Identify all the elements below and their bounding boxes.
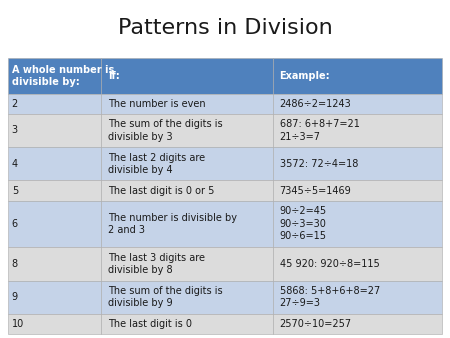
Text: 45 920: 920÷8=115: 45 920: 920÷8=115 bbox=[279, 259, 379, 269]
Text: 4: 4 bbox=[12, 159, 18, 169]
Text: The sum of the digits is
divisible by 3: The sum of the digits is divisible by 3 bbox=[108, 119, 223, 142]
Text: 2570÷10=257: 2570÷10=257 bbox=[279, 319, 351, 329]
Text: The last 3 digits are
divisible by 8: The last 3 digits are divisible by 8 bbox=[108, 252, 205, 275]
Bar bbox=[8, 94, 101, 114]
Text: 7345÷5=1469: 7345÷5=1469 bbox=[279, 186, 351, 196]
Text: A whole number is
divisible by:: A whole number is divisible by: bbox=[12, 65, 114, 87]
Text: 2486÷2=1243: 2486÷2=1243 bbox=[279, 99, 351, 109]
Text: 5: 5 bbox=[12, 186, 18, 196]
Bar bbox=[101, 247, 273, 281]
Text: The sum of the digits is
divisible by 9: The sum of the digits is divisible by 9 bbox=[108, 286, 223, 308]
Bar bbox=[8, 314, 101, 334]
Bar bbox=[101, 58, 273, 94]
Bar bbox=[273, 247, 442, 281]
Bar bbox=[8, 147, 101, 180]
Text: 90÷2=45
90÷3=30
90÷6=15: 90÷2=45 90÷3=30 90÷6=15 bbox=[279, 207, 327, 241]
Bar bbox=[8, 247, 101, 281]
Text: The last digit is 0: The last digit is 0 bbox=[108, 319, 192, 329]
Bar bbox=[8, 281, 101, 314]
Bar bbox=[273, 58, 442, 94]
Text: 5868: 5+8+6+8=27
27÷9=3: 5868: 5+8+6+8=27 27÷9=3 bbox=[279, 286, 380, 308]
Text: Example:: Example: bbox=[279, 71, 330, 81]
Bar bbox=[8, 58, 101, 94]
Text: 9: 9 bbox=[12, 292, 18, 302]
Text: 6: 6 bbox=[12, 219, 18, 229]
Text: 687: 6+8+7=21
21÷3=7: 687: 6+8+7=21 21÷3=7 bbox=[279, 119, 360, 142]
Bar bbox=[8, 180, 101, 200]
Bar bbox=[273, 114, 442, 147]
Bar bbox=[273, 314, 442, 334]
Bar bbox=[101, 200, 273, 247]
Bar bbox=[273, 94, 442, 114]
Text: The number is even: The number is even bbox=[108, 99, 206, 109]
Bar bbox=[273, 200, 442, 247]
Text: The last 2 digits are
divisible by 4: The last 2 digits are divisible by 4 bbox=[108, 152, 205, 175]
Text: The number is divisible by
2 and 3: The number is divisible by 2 and 3 bbox=[108, 213, 237, 235]
Bar bbox=[273, 180, 442, 200]
Bar bbox=[273, 281, 442, 314]
Bar bbox=[273, 147, 442, 180]
Bar bbox=[8, 114, 101, 147]
Bar bbox=[101, 94, 273, 114]
Text: 3572: 72÷4=18: 3572: 72÷4=18 bbox=[279, 159, 358, 169]
Text: 3: 3 bbox=[12, 125, 18, 136]
Bar bbox=[8, 200, 101, 247]
Bar bbox=[101, 114, 273, 147]
Text: The last digit is 0 or 5: The last digit is 0 or 5 bbox=[108, 186, 215, 196]
Text: 2: 2 bbox=[12, 99, 18, 109]
Text: 10: 10 bbox=[12, 319, 24, 329]
Text: Patterns in Division: Patterns in Division bbox=[117, 18, 333, 38]
Bar bbox=[101, 147, 273, 180]
Text: If:: If: bbox=[108, 71, 120, 81]
Bar bbox=[101, 180, 273, 200]
Text: 8: 8 bbox=[12, 259, 18, 269]
Bar bbox=[101, 314, 273, 334]
Bar bbox=[101, 281, 273, 314]
